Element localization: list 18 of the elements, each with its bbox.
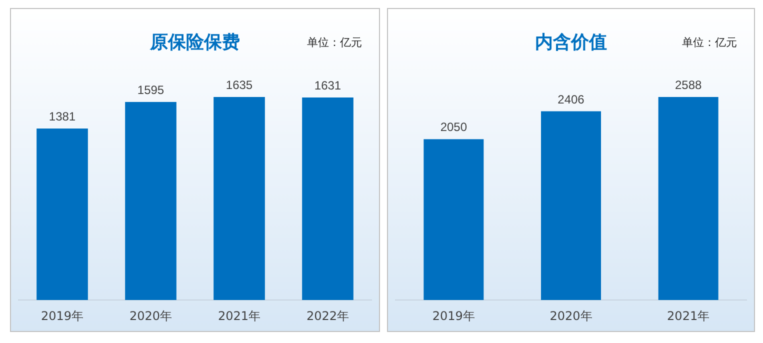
x-tick-label: 2020年 [129,309,172,323]
data-label: 2050 [440,120,468,134]
x-tick-label: 2019年 [432,309,475,323]
data-label: 2406 [558,92,585,106]
x-tick-label: 2021年 [218,309,261,323]
x-tick-label: 2020年 [550,309,592,323]
text: 单位：亿元 [307,36,362,49]
data-label: 1631 [314,78,342,92]
x-tick-label: 2022年 [306,309,350,323]
data-label: 2588 [674,78,702,92]
x-tick-label: 2019年 [40,309,84,323]
x-tick-label: 2021年 [667,309,710,323]
text: 单位：亿元 [682,36,737,49]
chart-title: 原保险保费 [149,32,240,53]
data-label: 1381 [48,110,76,124]
chart-title: 内含价值 [535,32,607,53]
data-label: 1635 [226,78,253,92]
data-label: 1595 [137,82,164,97]
